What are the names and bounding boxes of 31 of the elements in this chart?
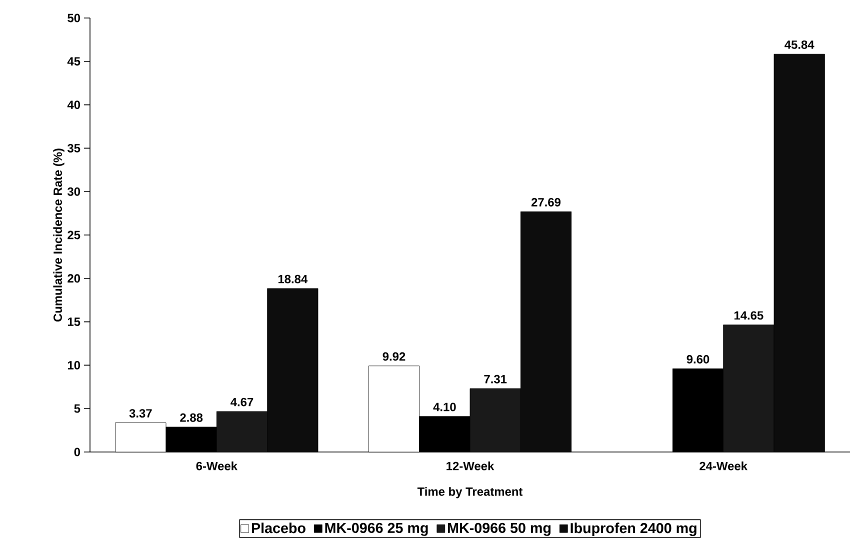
y-axis-title: Cumulative Incidence Rate (%) [53, 148, 64, 322]
legend-label: MK-0966 50 mg [448, 522, 551, 536]
y-tick-label: 25 [68, 230, 80, 240]
y-tick-label: 15 [68, 318, 80, 326]
y-tick-label: 20 [68, 274, 80, 283]
y-tick-label: 35 [67, 144, 80, 152]
data-label: 2.88 [180, 413, 203, 422]
y-tick-label: 45 [67, 57, 80, 66]
y-tick-label: 30 [67, 187, 80, 196]
data-label: 14.65 [734, 311, 764, 320]
legend-label: Placebo [252, 522, 306, 534]
x-axis-title: Time by Treatment [417, 487, 523, 498]
data-label: 7.31 [484, 374, 507, 384]
y-tick-label: 10 [68, 360, 80, 370]
x-tick-label: 12-Week [446, 462, 494, 470]
legend-label: MK-0966 25 mg [325, 522, 428, 536]
x-tick-label: 24-Week [700, 462, 748, 470]
legend-label: Ibuprofen 2400 mg [570, 522, 696, 536]
data-label: 3.37 [129, 409, 152, 418]
x-tick-label: 6-Week [196, 462, 238, 470]
y-tick-label: 40 [67, 100, 80, 110]
y-tick-label: 5 [74, 404, 80, 413]
data-label: 9.92 [382, 352, 406, 361]
data-label: 4.67 [230, 398, 254, 406]
data-label: 9.60 [686, 355, 710, 364]
data-label: 27.69 [531, 198, 561, 206]
y-tick-label: 50 [68, 14, 80, 22]
y-tick-label: 0 [74, 448, 80, 456]
data-label: 4.10 [433, 402, 456, 412]
data-label: 18.84 [278, 274, 308, 284]
data-label: 45.84 [784, 40, 814, 49]
